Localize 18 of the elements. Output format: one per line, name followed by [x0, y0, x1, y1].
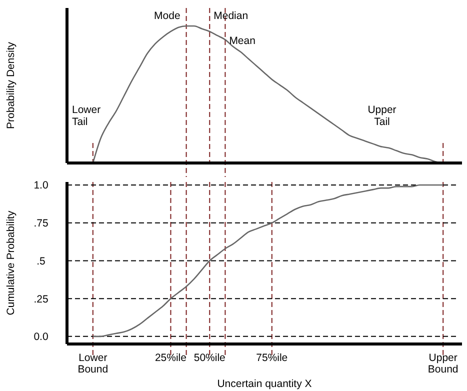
x-tick-label: 25%ile — [154, 352, 187, 364]
y-tick-label: .5 — [36, 255, 46, 268]
text: Mode — [154, 10, 180, 22]
y-tick-label: .25 — [34, 293, 48, 306]
y-tick-label: 0.0 — [34, 331, 48, 344]
x-tick-label: Lower Bound — [78, 352, 108, 376]
y-axis-title: Probability Density — [5, 41, 17, 129]
ref-line-label: Median — [214, 10, 248, 22]
y-axis-title: Cumulative Probability — [5, 210, 17, 316]
x-axis-title: Uncertain quantity X — [217, 378, 312, 390]
x-tick-label: 75%ile — [256, 352, 288, 364]
annotation: Mean — [229, 35, 256, 47]
x-tick-label: 50%ile — [194, 352, 226, 364]
annotation: Lower Tail — [72, 104, 102, 128]
y-tick-label: 1.0 — [34, 180, 48, 192]
x-tick-label: Upper Bound — [428, 352, 458, 376]
y-tick-label: .75 — [34, 218, 48, 230]
annotation: Upper Tail — [368, 104, 397, 128]
